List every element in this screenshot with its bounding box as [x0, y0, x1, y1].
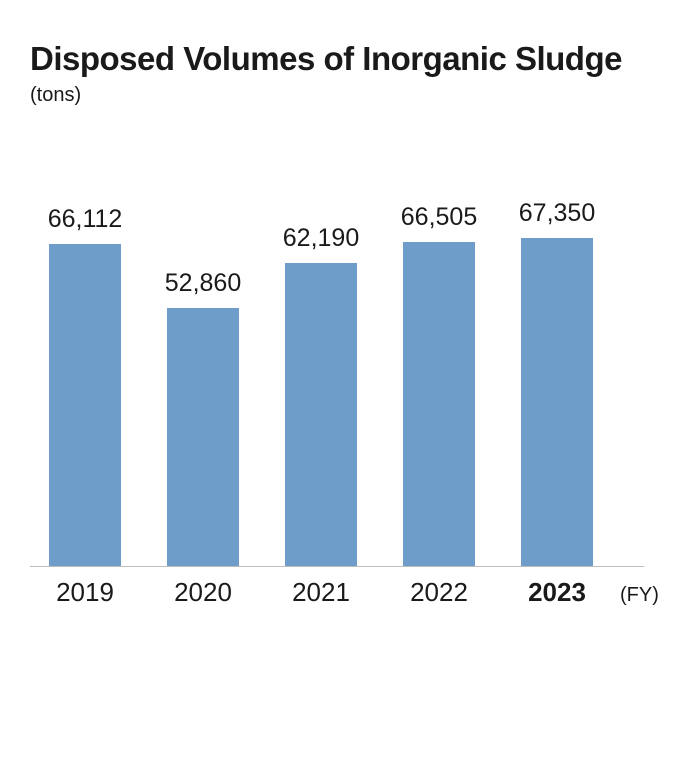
chart-container: Disposed Volumes of Inorganic Sludge (to…: [0, 0, 674, 760]
x-axis-label: 2019: [30, 577, 140, 608]
bar-value-label: 67,350: [519, 199, 595, 228]
x-axis-label: 2020: [148, 577, 258, 608]
bar-slot: 66,112: [30, 244, 140, 566]
chart-title: Disposed Volumes of Inorganic Sludge: [30, 40, 644, 78]
x-axis-label: 2021: [266, 577, 376, 608]
fy-label: (FY): [620, 584, 659, 607]
bar: [521, 238, 593, 566]
x-axis-label: 2022: [384, 577, 494, 608]
bar-slot: 67,350: [502, 238, 612, 566]
bar: [167, 308, 239, 566]
bar: [403, 242, 475, 566]
x-axis: 2019 2020 2021 2022 2023 (FY): [30, 577, 644, 608]
bar: [285, 263, 357, 566]
bar-slot: 62,190: [266, 263, 376, 566]
bar-value-label: 52,860: [165, 269, 241, 298]
chart-plot: 66,112 52,860 62,190 66,505 67,350: [30, 177, 644, 567]
bars-row: 66,112 52,860 62,190 66,505 67,350: [30, 177, 644, 566]
bar-value-label: 62,190: [283, 224, 359, 253]
bar-value-label: 66,112: [48, 205, 123, 234]
bar-value-label: 66,505: [401, 203, 477, 232]
bar: [49, 244, 121, 566]
bar-slot: 66,505: [384, 242, 494, 566]
chart-area: 66,112 52,860 62,190 66,505 67,350: [30, 177, 644, 608]
x-axis-label: 2023: [502, 577, 612, 608]
bar-slot: 52,860: [148, 308, 258, 566]
chart-unit: (tons): [30, 84, 644, 107]
